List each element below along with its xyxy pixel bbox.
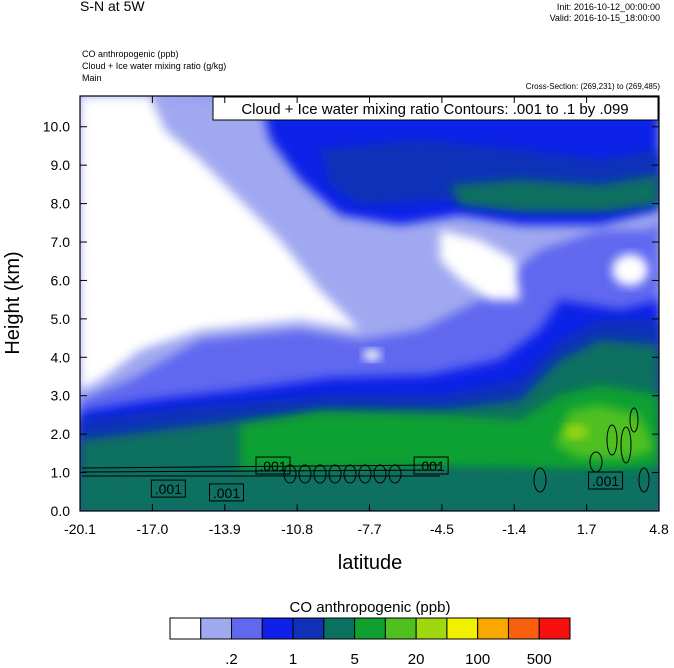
co-field [80, 96, 659, 511]
x-tick-label: 1.7 [577, 521, 597, 537]
x-tick-label: -7.7 [357, 521, 381, 537]
colorbar-swatch [292, 617, 325, 640]
colorbar-swatch [231, 617, 263, 640]
y-tick-label: 7.0 [51, 234, 71, 250]
contour-value-labels: .001 .001 .001 .001 .001 [150, 456, 624, 502]
init-time: Init: 2016-10-12_00:00:00 [556, 2, 660, 12]
y-tick-label: 9.0 [51, 157, 71, 173]
colorbar-label: CO anthropogenic (ppb) [290, 599, 451, 616]
colorbar-tick-label: 100 [465, 651, 490, 668]
colorbar-swatch [323, 617, 356, 640]
contour-label-box [255, 456, 291, 475]
colorbar-tick-label: .2 [225, 651, 238, 668]
colorbar-swatch [384, 617, 417, 640]
colorbar-swatch [261, 617, 294, 640]
y-axis-label: Height (km) [2, 251, 24, 354]
cross-section-label: Cross-Section: (269,231) to (269,485) [525, 82, 660, 91]
field-label-co: CO anthropogenic (ppb) [82, 49, 179, 59]
y-tick-label: 2.0 [51, 426, 71, 442]
contour-label: .001 [259, 458, 286, 474]
colorbar-swatch [354, 617, 386, 640]
colorbar-swatch [446, 617, 479, 640]
y-tick-label: 6.0 [51, 272, 71, 288]
valid-time: Valid: 2016-10-15_18:00:00 [549, 13, 660, 23]
y-tick-label: 10.0 [43, 119, 70, 135]
contour-label-box [588, 471, 624, 490]
colorbar-tick-label: 20 [408, 651, 425, 668]
colorbar-swatch [415, 617, 448, 640]
x-tick-label: -10.8 [281, 521, 313, 537]
y-tick-label: 1.0 [51, 465, 71, 481]
field-label-cloud: Cloud + Ice water mixing ratio (g/kg) [82, 61, 227, 71]
y-tick-label: 4.0 [51, 349, 71, 365]
contour-label: .001 [155, 481, 182, 497]
x-tick-label: 4.8 [649, 521, 669, 537]
plot-title: S-N at 5W [80, 0, 145, 14]
colorbar-swatch [507, 617, 540, 640]
colorbar-swatch [538, 617, 571, 640]
x-tick-label: -17.0 [136, 521, 168, 537]
contour-label-box [150, 479, 186, 498]
colorbar-tick-label: 1 [289, 651, 297, 668]
colorbar-tick-label: 5 [350, 651, 358, 668]
contour-label: .001 [213, 485, 240, 501]
colorbar-swatch [169, 617, 202, 640]
x-axis: -20.1 -17.0 -13.9 -10.8 -7.7 -4.5 -1.4 1.7 4.8 [64, 96, 669, 537]
y-tick-label: 5.0 [51, 311, 71, 327]
colorbar-tick-label: 500 [527, 651, 552, 668]
x-tick-label: -1.4 [502, 521, 526, 537]
field-label-main: Main [82, 73, 102, 83]
y-tick-label: 3.0 [51, 388, 71, 404]
contour-info-box [212, 96, 659, 121]
colorbar-swatch [477, 617, 509, 640]
contour-label-box [208, 483, 244, 502]
x-axis-label: latitude [338, 552, 403, 574]
contour-label-box [413, 456, 449, 475]
y-tick-label: 0.0 [51, 503, 71, 519]
contour-label: .001 [417, 458, 444, 474]
x-tick-label: -20.1 [64, 521, 96, 537]
contour-label: .001 [592, 473, 619, 489]
y-tick-label: 8.0 [51, 196, 71, 212]
colorbar: .2 1 5 20 100 500 [169, 617, 571, 668]
y-axis: 0.0 1.0 2.0 3.0 4.0 5.0 6.0 7.0 8.0 9.0 10.0 [43, 119, 659, 519]
contour-info-text: Cloud + Ice water mixing ratio Contours:… [241, 101, 628, 118]
colorbar-swatch [200, 617, 233, 640]
x-tick-label: -4.5 [430, 521, 454, 537]
x-tick-label: -13.9 [209, 521, 241, 537]
